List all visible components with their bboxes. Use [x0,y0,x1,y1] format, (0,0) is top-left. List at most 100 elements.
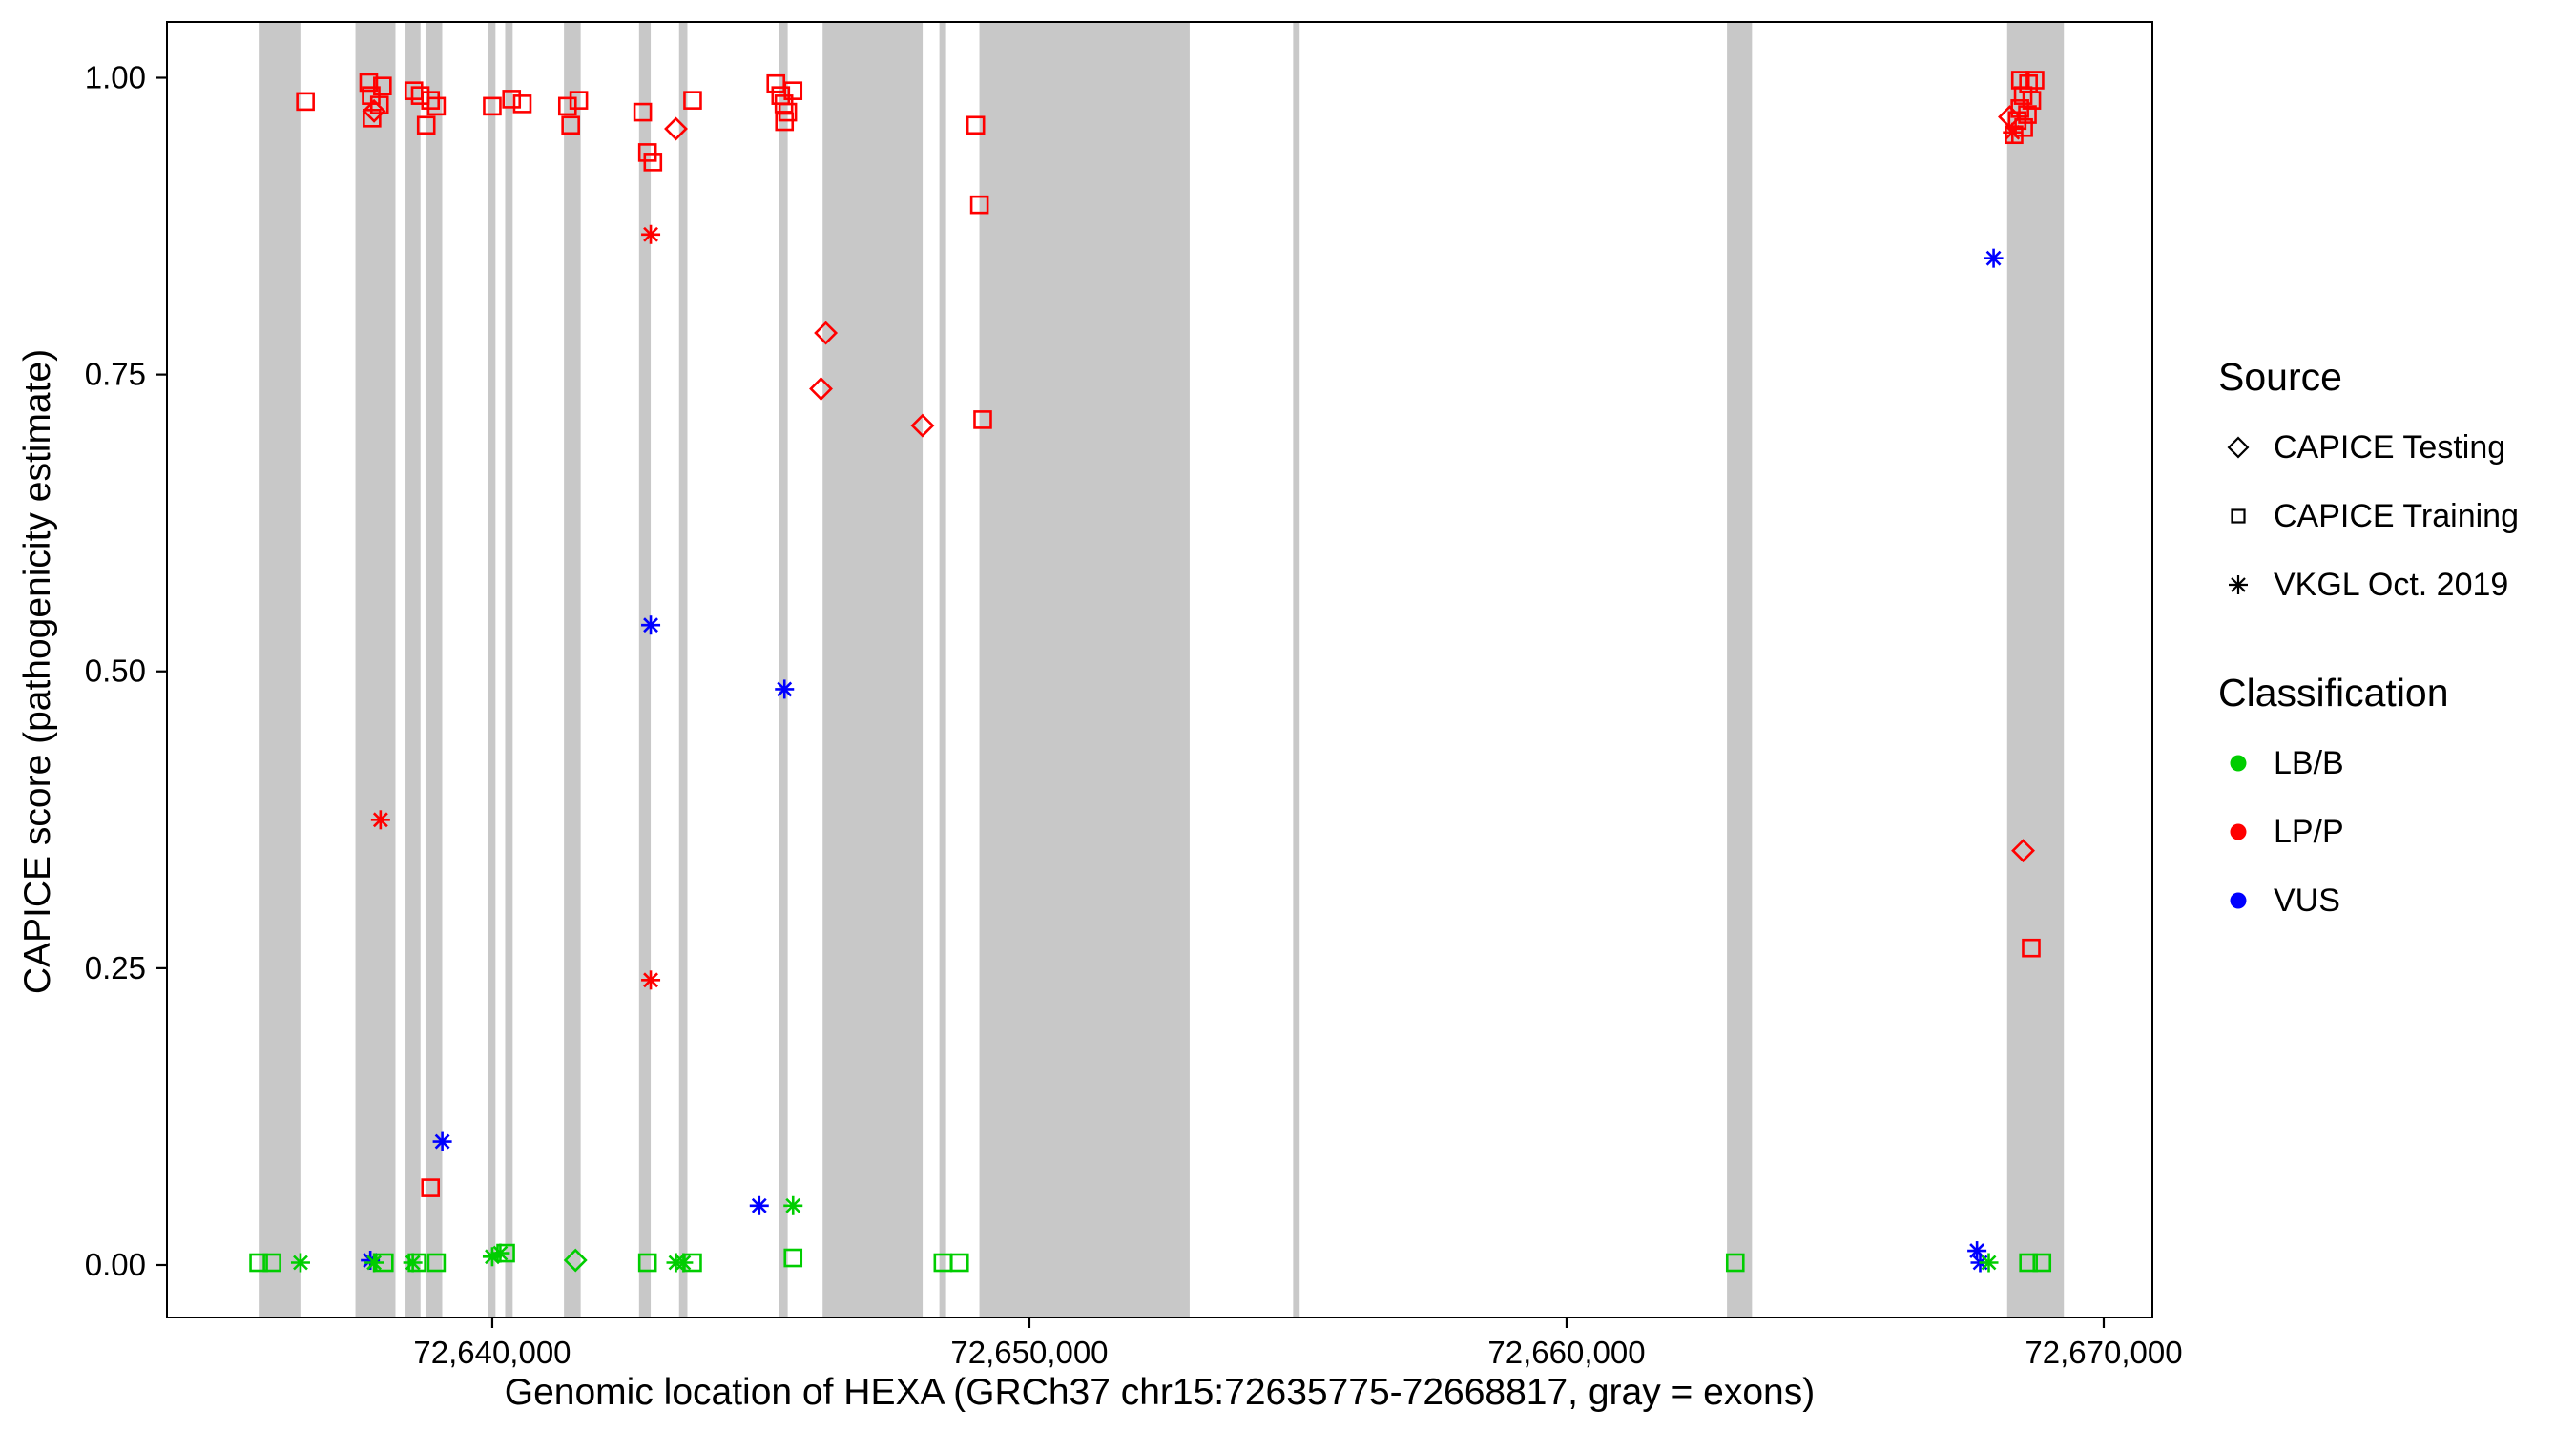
legend-item-vus: VUS [2218,881,2571,920]
data-point [1998,105,2022,130]
legend-item-lpp: LP/P [2218,813,2571,851]
data-point [561,115,580,135]
y-tick-label: 0.25 [85,950,146,985]
legend-label: LP/P [2274,813,2344,850]
data-point [809,377,833,401]
data-point [483,96,502,116]
exon-band [488,22,496,1317]
exon-band [1293,22,1300,1317]
data-point [637,143,657,162]
legend-group-classification: Classification LB/B LP/P VUS [2218,671,2571,920]
data-point [783,81,803,100]
legend-item-capice-training: CAPICE Training [2218,497,2571,535]
data-point [969,195,989,215]
x-tick-label: 72,650,000 [950,1335,1108,1370]
legend-title-classification: Classification [2218,671,2449,715]
legend-title-source: Source [2218,355,2342,399]
red-dot-icon [2230,823,2247,840]
data-point [966,115,986,135]
exon-band [2006,22,2065,1317]
y-tick-label: 0.00 [85,1247,146,1282]
x-tick-label: 72,670,000 [2025,1335,2182,1370]
data-point [262,1253,281,1273]
data-point [363,109,382,128]
data-point [373,76,392,96]
exon-band [405,22,421,1317]
data-point [2022,938,2041,958]
legend-item-lbb: LB/B [2218,744,2571,782]
data-point [416,115,436,135]
legend-label: LB/B [2274,744,2344,781]
data-point [2032,1253,2052,1273]
data-point [432,1131,452,1151]
exon-band [259,22,301,1317]
y-axis-title: CAPICE score (pathogenicity estimate) [17,348,58,995]
legend-label: VKGL Oct. 2019 [2274,566,2509,603]
data-point [783,1248,803,1268]
exon-band [505,22,513,1317]
data-point [664,116,688,141]
exon-band [638,22,652,1317]
data-point [1725,1253,1745,1273]
exon-band [822,22,924,1317]
data-point [775,112,795,132]
legend-item-vkgl: VKGL Oct. 2019 [2218,566,2571,604]
data-point [502,90,522,109]
data-point [641,615,661,635]
y-tick-label: 0.75 [85,357,146,392]
data-point [641,224,661,244]
data-point [426,96,447,116]
data-point [775,679,795,699]
data-point [359,73,379,93]
exon-band [678,22,688,1317]
data-point [364,1253,384,1273]
x-tick-label: 72,660,000 [1487,1335,1645,1370]
data-point [410,86,430,105]
data-point [296,92,315,112]
x-axis-title: Genomic location of HEXA (GRCh37 chr15:7… [504,1372,1816,1413]
data-point [949,1253,969,1273]
data-point [421,1178,441,1197]
legend-label: CAPICE Testing [2274,428,2506,466]
diamond-icon [2227,436,2250,459]
data-point [2011,839,2035,863]
data-point [814,321,839,345]
exon-band [1727,22,1753,1317]
x-tick-label: 72,640,000 [413,1335,571,1370]
data-point [643,153,663,172]
legend-group-source: Source CAPICE Testing CAPICE Training [2218,355,2571,604]
data-point [973,410,992,429]
data-point [421,91,441,110]
data-point [674,1253,694,1273]
data-point [2019,1253,2038,1273]
legend-label: CAPICE Training [2274,497,2519,534]
data-point [557,96,577,116]
data-point [2003,122,2023,142]
data-point [563,1248,588,1273]
y-tick-label: 1.00 [85,59,146,94]
exon-band [979,22,1190,1317]
data-point [2018,105,2037,124]
data-point [910,413,935,438]
data-point [778,102,798,122]
data-point [1979,1253,1999,1273]
data-point [749,1195,769,1215]
data-point [633,102,653,122]
green-dot-icon [2230,755,2247,772]
data-point [637,1253,657,1273]
blue-dot-icon [2230,892,2247,909]
data-point [249,1253,268,1273]
data-point [683,91,702,110]
panel-border [166,21,2153,1318]
data-point [490,1243,510,1263]
exon-band [779,22,788,1317]
legend: Source CAPICE Testing CAPICE Training [2218,355,2571,986]
data-point [426,1253,447,1273]
data-point [2005,125,2024,145]
data-point [403,1253,423,1273]
exon-band [355,22,396,1317]
exon-band [939,22,946,1317]
data-point [512,94,532,114]
legend-label: VUS [2274,881,2340,919]
